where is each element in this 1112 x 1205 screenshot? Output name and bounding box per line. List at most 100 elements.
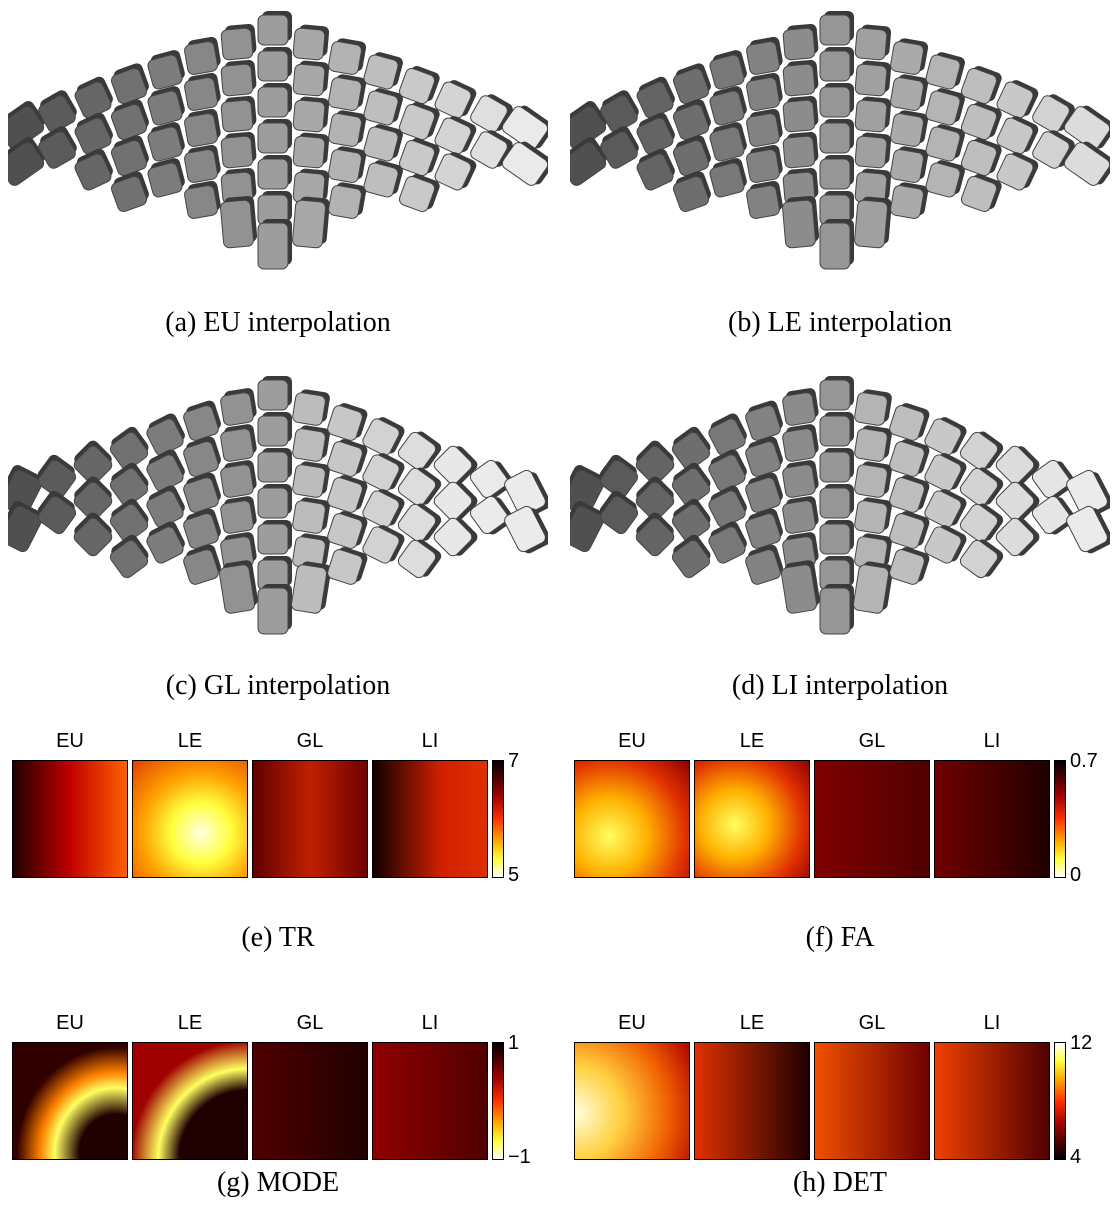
glyph bbox=[705, 411, 751, 457]
glyph bbox=[705, 447, 751, 493]
caption: (e) TR bbox=[78, 922, 478, 954]
glyph-field bbox=[8, 0, 548, 290]
heat-map bbox=[574, 760, 690, 878]
glyph bbox=[668, 532, 715, 579]
glyph bbox=[258, 119, 292, 153]
glyph bbox=[670, 62, 714, 106]
glyph bbox=[146, 157, 188, 199]
glyph bbox=[328, 37, 367, 76]
glyph bbox=[106, 532, 153, 579]
glyph bbox=[143, 483, 189, 529]
glyph bbox=[745, 72, 784, 111]
glyph bbox=[220, 23, 257, 60]
glyph bbox=[326, 544, 369, 587]
glyph bbox=[258, 520, 292, 554]
glyph bbox=[820, 155, 854, 189]
caption: (b) LE interpolation bbox=[640, 307, 1040, 339]
glyph bbox=[183, 36, 222, 75]
caption: (d) LI interpolation bbox=[640, 670, 1040, 702]
glyph bbox=[326, 508, 369, 551]
glyph bbox=[291, 560, 332, 615]
glyph bbox=[181, 471, 224, 514]
glyph bbox=[820, 119, 854, 153]
glyph bbox=[855, 60, 892, 97]
glyph bbox=[183, 180, 222, 219]
glyph bbox=[890, 37, 929, 76]
glyph bbox=[292, 496, 331, 535]
glyph bbox=[820, 448, 854, 482]
glyph bbox=[888, 436, 931, 479]
method-label: EU bbox=[12, 1012, 128, 1035]
glyph bbox=[258, 584, 292, 634]
caption: (c) GL interpolation bbox=[78, 670, 478, 702]
glyph bbox=[220, 131, 257, 168]
glyph bbox=[292, 388, 331, 427]
glyph bbox=[708, 85, 750, 127]
glyph bbox=[183, 144, 222, 183]
glyph bbox=[853, 560, 894, 615]
glyph bbox=[782, 59, 819, 96]
glyph bbox=[855, 132, 892, 169]
glyph bbox=[71, 147, 116, 192]
glyph bbox=[745, 144, 784, 183]
colorbar bbox=[492, 1042, 504, 1160]
caption: (f) FA bbox=[640, 922, 1040, 954]
glyph bbox=[855, 96, 892, 133]
glyph bbox=[108, 62, 152, 106]
glyph bbox=[743, 543, 786, 586]
glyph bbox=[143, 519, 189, 565]
heat-map bbox=[132, 1042, 248, 1160]
caption: (h) DET bbox=[640, 1167, 1040, 1199]
heat-map bbox=[372, 760, 488, 878]
glyph bbox=[292, 424, 331, 463]
glyph bbox=[670, 98, 714, 142]
method-label: GL bbox=[814, 730, 930, 753]
glyph bbox=[71, 75, 116, 120]
glyph bbox=[670, 134, 714, 178]
heat-map bbox=[252, 760, 368, 878]
caption: (g) MODE bbox=[78, 1167, 478, 1199]
method-label: GL bbox=[814, 1012, 930, 1035]
method-label: GL bbox=[252, 1012, 368, 1035]
heat-map bbox=[372, 1042, 488, 1160]
glyph bbox=[258, 376, 292, 410]
glyph bbox=[181, 507, 224, 550]
glyph bbox=[745, 36, 784, 75]
glyph bbox=[820, 584, 854, 634]
glyph bbox=[820, 83, 854, 117]
glyph bbox=[293, 132, 330, 169]
heat-map bbox=[12, 760, 128, 878]
glyph bbox=[595, 488, 642, 535]
glyph bbox=[854, 196, 892, 249]
glyph bbox=[925, 158, 967, 200]
glyph bbox=[888, 508, 931, 551]
glyph bbox=[782, 195, 820, 248]
glyph bbox=[328, 181, 367, 220]
glyph bbox=[925, 50, 967, 92]
glyph bbox=[854, 424, 893, 463]
glyph bbox=[183, 72, 222, 111]
glyph bbox=[781, 495, 820, 534]
glyph bbox=[633, 75, 678, 120]
glyph bbox=[743, 471, 786, 514]
glyph bbox=[69, 510, 117, 558]
colorbar bbox=[1054, 760, 1066, 878]
glyph bbox=[745, 180, 784, 219]
glyph bbox=[888, 544, 931, 587]
glyph bbox=[219, 423, 258, 462]
method-label: EU bbox=[12, 730, 128, 753]
method-label: LI bbox=[934, 730, 1050, 753]
glyph bbox=[781, 387, 820, 426]
heat-map bbox=[814, 1042, 930, 1160]
colorbar-tick: 12 bbox=[1070, 1032, 1092, 1055]
glyph bbox=[888, 472, 931, 515]
glyph bbox=[181, 399, 224, 442]
glyph bbox=[328, 73, 367, 112]
glyph bbox=[781, 459, 820, 498]
method-label: LE bbox=[694, 1012, 810, 1035]
glyph bbox=[782, 131, 819, 168]
glyph bbox=[820, 412, 854, 446]
glyph bbox=[143, 411, 189, 457]
glyph bbox=[670, 170, 714, 214]
colorbar-tick: 4 bbox=[1070, 1146, 1081, 1169]
